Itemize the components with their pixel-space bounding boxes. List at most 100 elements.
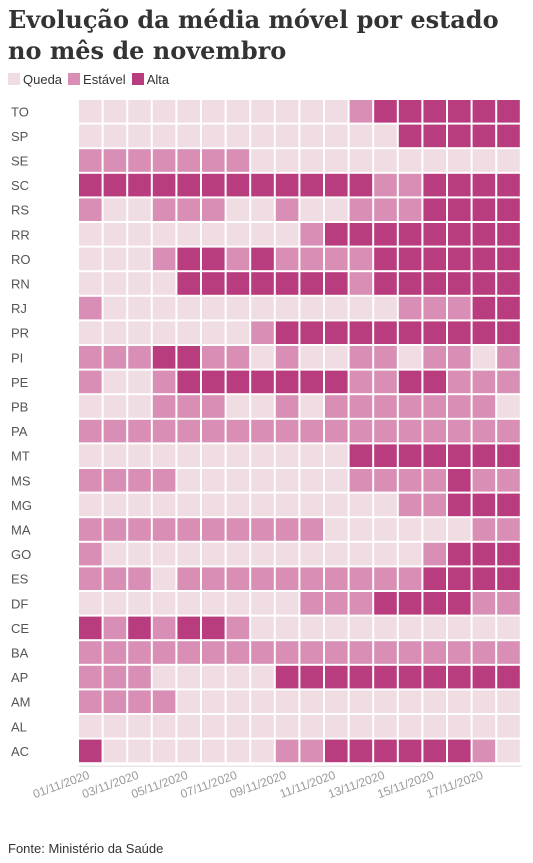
cell-df-5 [177, 592, 200, 615]
cell-df-9 [275, 592, 299, 615]
cell-sc-15 [423, 173, 446, 197]
cell-pi-7 [226, 346, 250, 369]
cell-pe-4 [152, 370, 176, 394]
cell-rj-10 [300, 296, 323, 320]
cell-pr-2 [103, 321, 127, 344]
row-label-pb: PB [11, 400, 28, 415]
cell-rs-13 [374, 198, 397, 221]
cell-sc-2 [103, 173, 127, 197]
cell-pe-13 [374, 370, 397, 394]
cell-pe-1 [79, 370, 102, 394]
cell-ro-5 [177, 247, 200, 271]
cell-ma-15 [423, 518, 446, 541]
cell-pi-5 [177, 346, 200, 369]
cell-pe-3 [128, 370, 151, 394]
cell-ce-5 [177, 616, 200, 640]
cell-se-4 [152, 149, 176, 172]
legend-swatch-alta [131, 73, 144, 85]
cell-mt-15 [423, 444, 446, 467]
cell-ro-1 [79, 247, 102, 271]
cell-ap-18 [497, 665, 520, 689]
cell-sp-12 [349, 124, 373, 148]
cell-mg-6 [202, 493, 225, 517]
cell-go-14 [398, 542, 422, 566]
cell-ce-16 [448, 616, 471, 640]
cell-rn-11 [325, 272, 348, 295]
cell-rs-5 [177, 198, 200, 221]
cell-pi-13 [374, 346, 397, 369]
cell-ro-9 [275, 247, 299, 271]
cell-mg-16 [448, 493, 471, 517]
cell-mg-13 [374, 493, 397, 517]
cell-ac-1 [79, 739, 102, 763]
cell-pb-8 [251, 395, 274, 418]
cell-ba-14 [398, 641, 422, 664]
cell-ba-12 [349, 641, 373, 664]
cell-go-9 [275, 542, 299, 566]
cell-rn-16 [448, 272, 471, 295]
cell-am-14 [398, 690, 422, 713]
cell-pb-12 [349, 395, 373, 418]
cell-rn-14 [398, 272, 422, 295]
row-label-go: GO [11, 547, 31, 562]
cell-rn-17 [472, 272, 496, 295]
cell-pi-14 [398, 346, 422, 369]
cell-al-4 [152, 715, 176, 738]
cell-rj-11 [325, 296, 348, 320]
cell-rj-8 [251, 296, 274, 320]
cell-ms-11 [325, 469, 348, 492]
cell-ms-9 [275, 469, 299, 492]
cell-df-15 [423, 592, 446, 615]
cell-pe-2 [103, 370, 127, 394]
cell-ac-11 [325, 739, 348, 763]
cell-mt-12 [349, 444, 373, 467]
cell-rr-15 [423, 223, 446, 246]
cell-pr-4 [152, 321, 176, 344]
cell-go-8 [251, 542, 274, 566]
cell-go-6 [202, 542, 225, 566]
cell-mg-3 [128, 493, 151, 517]
cell-se-17 [472, 149, 496, 172]
cell-ba-4 [152, 641, 176, 664]
cell-sc-9 [275, 173, 299, 197]
cell-ma-13 [374, 518, 397, 541]
cell-to-18 [497, 100, 520, 123]
cell-ap-9 [275, 665, 299, 689]
cell-ac-13 [374, 739, 397, 763]
cell-pa-16 [448, 419, 471, 443]
cell-df-7 [226, 592, 250, 615]
cell-rn-6 [202, 272, 225, 295]
cell-to-10 [300, 100, 323, 123]
cell-pe-7 [226, 370, 250, 394]
cell-pr-5 [177, 321, 200, 344]
cell-sc-16 [448, 173, 471, 197]
cell-ma-7 [226, 518, 250, 541]
cell-sp-3 [128, 124, 151, 148]
cell-mt-1 [79, 444, 102, 467]
cell-al-15 [423, 715, 446, 738]
cell-al-12 [349, 715, 373, 738]
cell-pb-13 [374, 395, 397, 418]
cell-ap-2 [103, 665, 127, 689]
cell-mg-18 [497, 493, 520, 517]
cell-sp-18 [497, 124, 520, 148]
cell-sc-5 [177, 173, 200, 197]
cell-sp-13 [374, 124, 397, 148]
cell-ms-6 [202, 469, 225, 492]
cell-pi-15 [423, 346, 446, 369]
cell-ms-2 [103, 469, 127, 492]
cell-sc-18 [497, 173, 520, 197]
cell-ro-18 [497, 247, 520, 271]
cell-sc-13 [374, 173, 397, 197]
cell-pa-4 [152, 419, 176, 443]
cell-df-6 [202, 592, 225, 615]
cell-mg-2 [103, 493, 127, 517]
cell-ce-3 [128, 616, 151, 640]
cell-ba-7 [226, 641, 250, 664]
cell-pa-1 [79, 419, 102, 443]
cell-rj-18 [497, 296, 520, 320]
cell-sc-12 [349, 173, 373, 197]
cell-rs-15 [423, 198, 446, 221]
cell-mt-14 [398, 444, 422, 467]
cell-es-14 [398, 567, 422, 590]
